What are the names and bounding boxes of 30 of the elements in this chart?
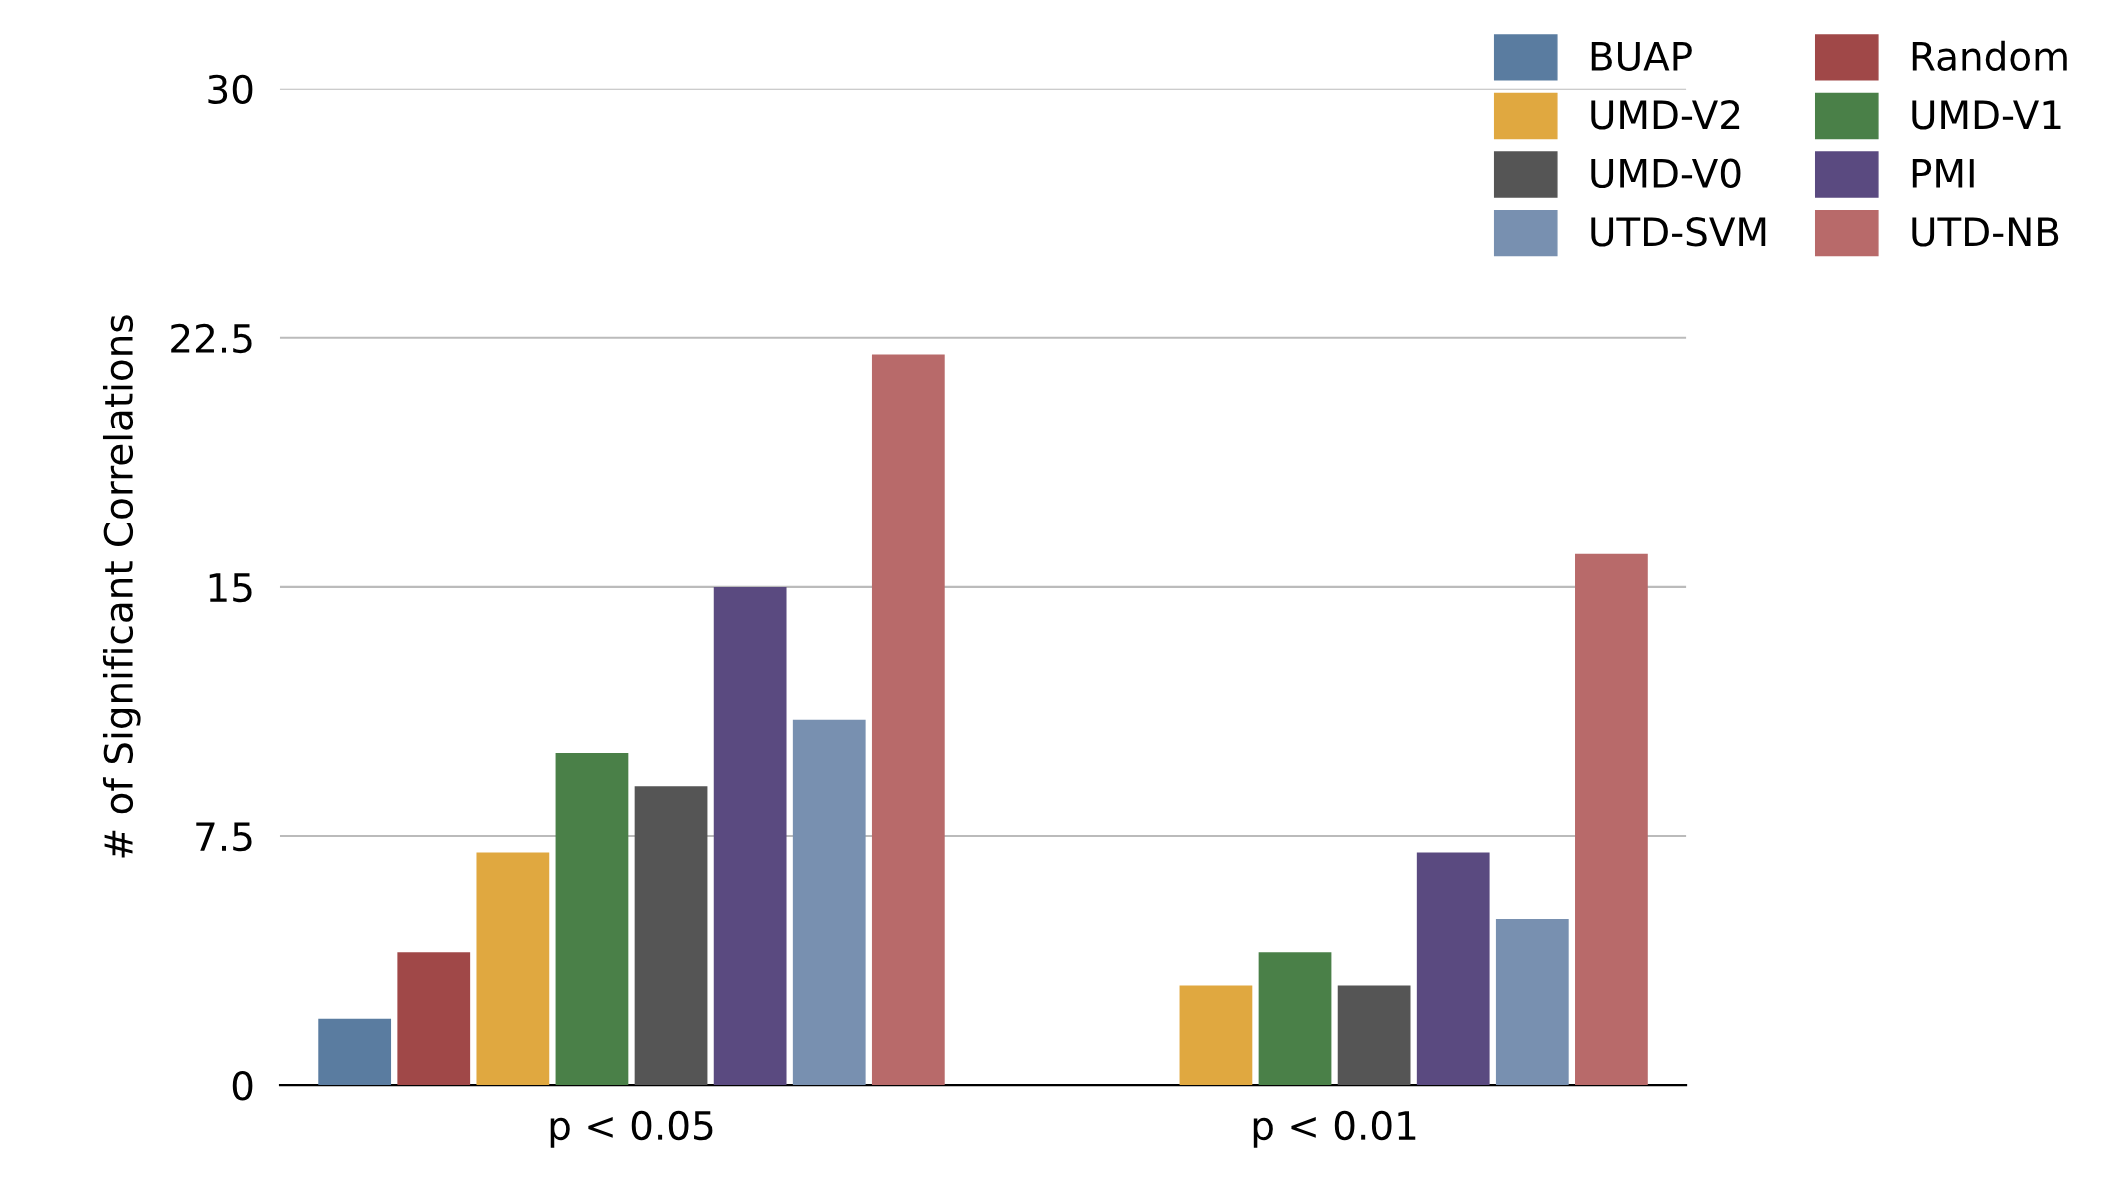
y-axis-title: # of Significant Correlations [102, 315, 141, 858]
bar [871, 354, 945, 1086]
legend-label: UTD-SVM [1591, 217, 1766, 247]
bar [476, 852, 550, 1086]
bar [713, 586, 787, 1086]
bar [555, 752, 629, 1086]
legend-label: UMD-V0 [1591, 158, 1741, 188]
bar [1575, 553, 1648, 1086]
legend-label: PMI [1912, 159, 1974, 188]
y-tick-label: 30 [208, 74, 253, 105]
bar [318, 1018, 392, 1086]
bar [1179, 985, 1253, 1086]
y-tick-label: 0 [232, 1071, 253, 1101]
legend-label: Random [1912, 40, 2067, 71]
bar [1416, 852, 1490, 1086]
legend-label: BUAP [1591, 42, 1692, 71]
bar [792, 719, 866, 1086]
y-tick-label: 7.5 [196, 822, 252, 852]
bar [397, 952, 471, 1086]
bar [1337, 985, 1411, 1086]
bar [634, 786, 708, 1086]
bar [1495, 919, 1569, 1086]
legend-label: UTD-NB [1912, 217, 2059, 247]
y-tick-label: 22.5 [171, 323, 252, 354]
x-tick-label: p < 0.01 [1253, 1110, 1416, 1148]
x-tick-label: p < 0.05 [550, 1110, 713, 1148]
y-tick-label: 15 [209, 573, 252, 603]
legend-label: UMD-V2 [1591, 100, 1740, 130]
bar [1258, 952, 1332, 1086]
legend-label: UMD-V1 [1912, 100, 2061, 130]
